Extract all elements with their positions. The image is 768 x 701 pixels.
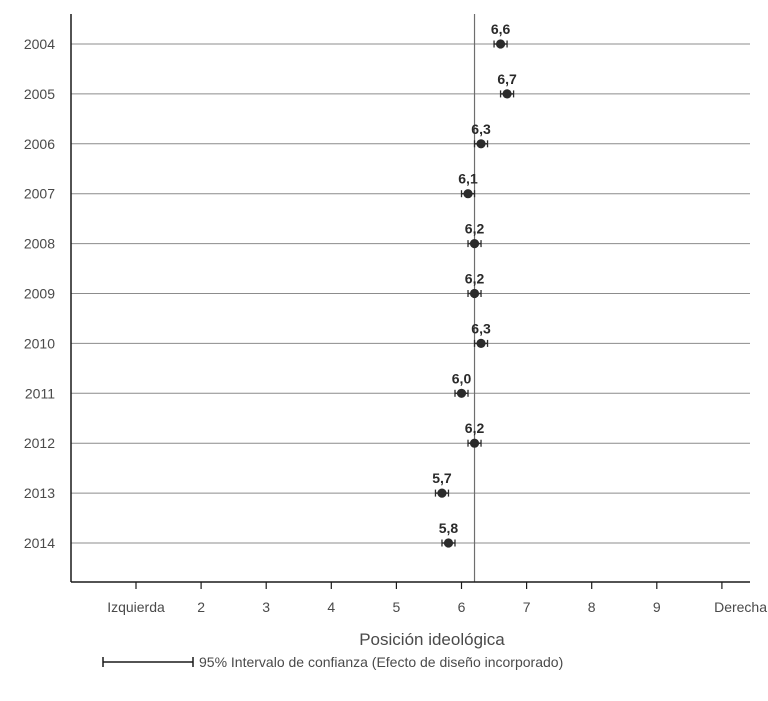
x-tick-label: 8: [588, 599, 596, 615]
data-point: [476, 338, 486, 348]
x-tick-label: 9: [653, 599, 661, 615]
data-point: [469, 288, 480, 299]
grid-lines: [71, 43, 750, 544]
data-label: 6,2: [465, 420, 485, 436]
y-tick-label: 2010: [24, 335, 55, 351]
x-tick-labels: Izquierda 2 3 4 5 6 7 8 9 Derecha: [107, 599, 767, 615]
data-point-group: 6,3: [471, 320, 491, 348]
data-point-group: 6,6: [491, 21, 511, 49]
data-point-group: 6,3: [471, 121, 491, 149]
data-label: 6,3: [471, 121, 491, 137]
data-label: 6,7: [497, 71, 517, 87]
x-tick-label: 6: [458, 599, 466, 615]
data-point: [437, 488, 447, 498]
data-label: 5,7: [432, 470, 452, 486]
data-point: [469, 438, 480, 448]
y-tick-label: 2014: [24, 535, 55, 551]
data-point: [502, 89, 512, 99]
data-label: 6,3: [471, 320, 491, 336]
data-point-group: 5,7: [432, 470, 452, 498]
data-point: [469, 239, 480, 249]
y-tick-label: 2007: [24, 186, 55, 202]
x-tick-label: 5: [393, 599, 401, 615]
x-tick-label: 3: [262, 599, 270, 615]
x-tick-label: 7: [523, 599, 531, 615]
x-tick-label: 2: [197, 599, 205, 615]
data-point-group: 6,2: [465, 221, 485, 249]
legend: 95% Intervalo de confianza (Efecto de di…: [102, 654, 563, 670]
x-tick-label: 4: [327, 599, 335, 615]
y-tick-label: 2005: [24, 86, 55, 102]
data-label: 6,6: [491, 21, 511, 37]
legend-label: 95% Intervalo de confianza (Efecto de di…: [199, 654, 563, 670]
y-tick-label: 2012: [24, 435, 55, 451]
data-point: [443, 538, 454, 548]
data-point-group: 6,7: [497, 71, 517, 99]
x-tick-label: Derecha: [714, 599, 767, 615]
y-tick-label: 2011: [25, 385, 55, 401]
y-tick-label: 2008: [24, 236, 55, 252]
data-label: 6,0: [452, 370, 472, 386]
y-tick-label: 2013: [24, 485, 55, 501]
x-axis-title: Posición ideológica: [359, 630, 505, 649]
data-point-group: 6,2: [465, 420, 485, 448]
y-tick-label: 2004: [24, 36, 55, 52]
y-tick-label: 2006: [24, 136, 55, 152]
data-point: [495, 39, 506, 49]
data-label: 6,2: [465, 221, 485, 237]
data-point-group: 6,2: [465, 271, 485, 299]
data-label: 5,8: [439, 520, 459, 536]
y-tick-label: 2009: [24, 286, 55, 302]
data-point: [463, 189, 473, 199]
data-points: 6,6 6,7 6,3 6,1 6,2 6,2 6,3 6,0 6,2 5,7 5,8: [432, 21, 517, 548]
y-tick-labels: 2004 2005 2006 2007 2008 2009 2010 2011 2012 2013…: [24, 36, 55, 551]
data-point-group: 5,8: [439, 520, 459, 548]
data-point-group: 6,0: [452, 370, 472, 398]
x-tick-label: Izquierda: [107, 599, 165, 615]
data-point-group: 6,1: [458, 171, 478, 199]
data-label: 6,2: [465, 271, 485, 287]
data-label: 6,1: [458, 171, 478, 187]
data-point: [456, 388, 467, 398]
axes: [70, 14, 750, 589]
data-point: [476, 139, 486, 149]
